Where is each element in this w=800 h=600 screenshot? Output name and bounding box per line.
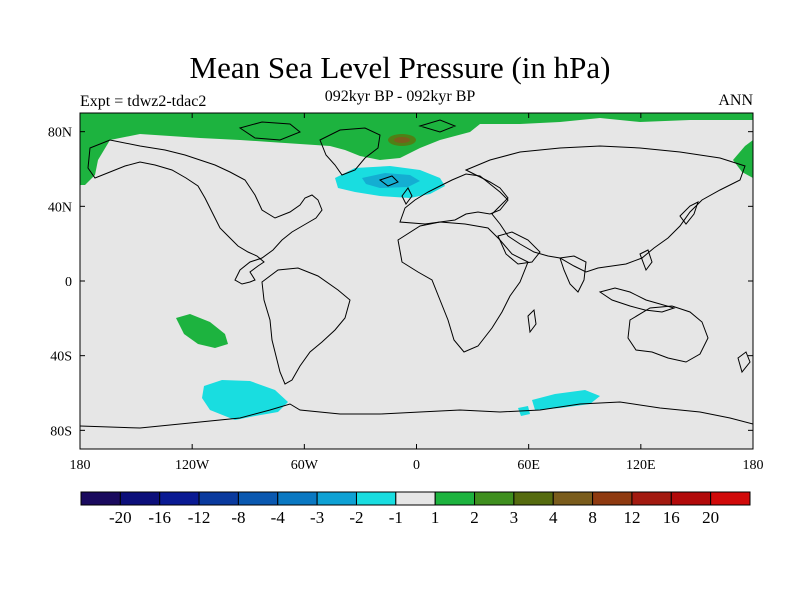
coast-philippines xyxy=(639,249,653,272)
x-tick-label: 120W xyxy=(175,458,210,473)
y-axis: 80N 40N 0 40S 80S xyxy=(48,126,753,439)
anomaly-fields xyxy=(80,113,753,420)
colorbar-label: 8 xyxy=(588,508,597,527)
y-tick-label: 80N xyxy=(48,126,72,141)
colorbar-swatch xyxy=(513,491,554,506)
colorbar-label: -3 xyxy=(310,508,324,527)
south-pacific-positive-anomaly xyxy=(176,314,228,348)
coast-uk xyxy=(401,187,413,205)
colorbar-swatch xyxy=(395,491,436,506)
colorbar-label: 20 xyxy=(702,508,719,527)
coast-asia xyxy=(464,145,746,273)
coast-arctic-islands xyxy=(238,119,457,141)
colorbar-swatch xyxy=(316,491,357,506)
experiment-label: Expt = tdwz2-tdac2 xyxy=(80,93,207,110)
coast-south-america xyxy=(261,267,351,385)
coast-india xyxy=(559,255,587,293)
coast-arabia xyxy=(497,231,541,265)
colorbar-swatch xyxy=(198,491,239,506)
colorbar-label: 12 xyxy=(623,508,640,527)
colorbar-label: -12 xyxy=(188,508,211,527)
coast-europe xyxy=(399,173,509,225)
x-axis: 180 120W 60W 0 60E 120E 180 xyxy=(70,113,764,473)
colorbar-label: 3 xyxy=(510,508,519,527)
colorbar-label: 1 xyxy=(431,508,440,527)
coast-north-america xyxy=(87,139,323,285)
coast-iceland xyxy=(378,175,399,187)
coast-new-zealand xyxy=(737,351,751,374)
colorbar: -20 -16 -12 -8 -4 -3 -2 -1 1 2 3 4 8 12 16 20 xyxy=(80,491,751,527)
colorbar-swatch xyxy=(434,491,476,506)
coastlines xyxy=(80,119,753,429)
colorbar-label: -16 xyxy=(148,508,171,527)
colorbar-label: -1 xyxy=(389,508,403,527)
colorbar-swatch xyxy=(237,491,279,506)
colorbar-label: -20 xyxy=(109,508,132,527)
x-tick-label: 0 xyxy=(413,458,420,473)
colorbar-swatch xyxy=(474,491,515,506)
coast-japan xyxy=(679,201,699,225)
x-tick-label: 120E xyxy=(626,458,656,473)
coast-indonesia xyxy=(598,287,676,313)
southern-indian-negative-anomaly xyxy=(532,390,600,410)
colorbar-label: -8 xyxy=(231,508,245,527)
coast-africa xyxy=(397,221,529,353)
colorbar-label: 2 xyxy=(470,508,479,527)
coast-madagascar xyxy=(527,308,537,334)
south-pacific-negative-anomaly xyxy=(202,380,288,420)
arctic-positive-core-inner xyxy=(394,137,410,143)
x-tick-label: 60W xyxy=(291,458,319,473)
colorbar-swatch xyxy=(277,491,318,506)
x-tick-label: 60E xyxy=(517,458,540,473)
coast-australia xyxy=(627,305,709,363)
period-label: 092kyr BP - 092kyr BP xyxy=(324,88,476,105)
colorbar-label: 16 xyxy=(663,508,680,527)
y-tick-label: 0 xyxy=(65,275,72,290)
colorbar-label: 4 xyxy=(549,508,558,527)
map-background xyxy=(80,113,753,449)
map-title: Mean Sea Level Pressure (in hPa) xyxy=(189,50,611,85)
x-tick-label: 180 xyxy=(70,458,91,473)
colorbar-swatch xyxy=(80,491,121,506)
colorbar-swatch xyxy=(710,491,751,506)
colorbar-swatch xyxy=(119,491,161,506)
x-tick-label: 180 xyxy=(743,458,764,473)
colorbar-swatch xyxy=(631,491,672,506)
coast-antarctica xyxy=(80,401,753,429)
colorbar-swatch xyxy=(552,491,594,506)
colorbar-swatch xyxy=(355,491,397,506)
colorbar-label: -2 xyxy=(349,508,363,527)
colorbar-swatch xyxy=(159,491,200,506)
y-tick-label: 40N xyxy=(48,200,72,215)
y-tick-label: 40S xyxy=(50,350,72,365)
colorbar-swatch xyxy=(592,491,633,506)
colorbar-swatch xyxy=(670,491,712,506)
coast-greenland xyxy=(319,127,381,176)
colorbar-label: -4 xyxy=(271,508,286,527)
y-tick-label: 80S xyxy=(50,424,72,439)
arctic-positive-anomaly xyxy=(80,113,753,185)
season-label: ANN xyxy=(718,92,753,109)
north-atlantic-negative-core xyxy=(362,173,420,188)
bering-positive-anomaly xyxy=(733,140,753,178)
